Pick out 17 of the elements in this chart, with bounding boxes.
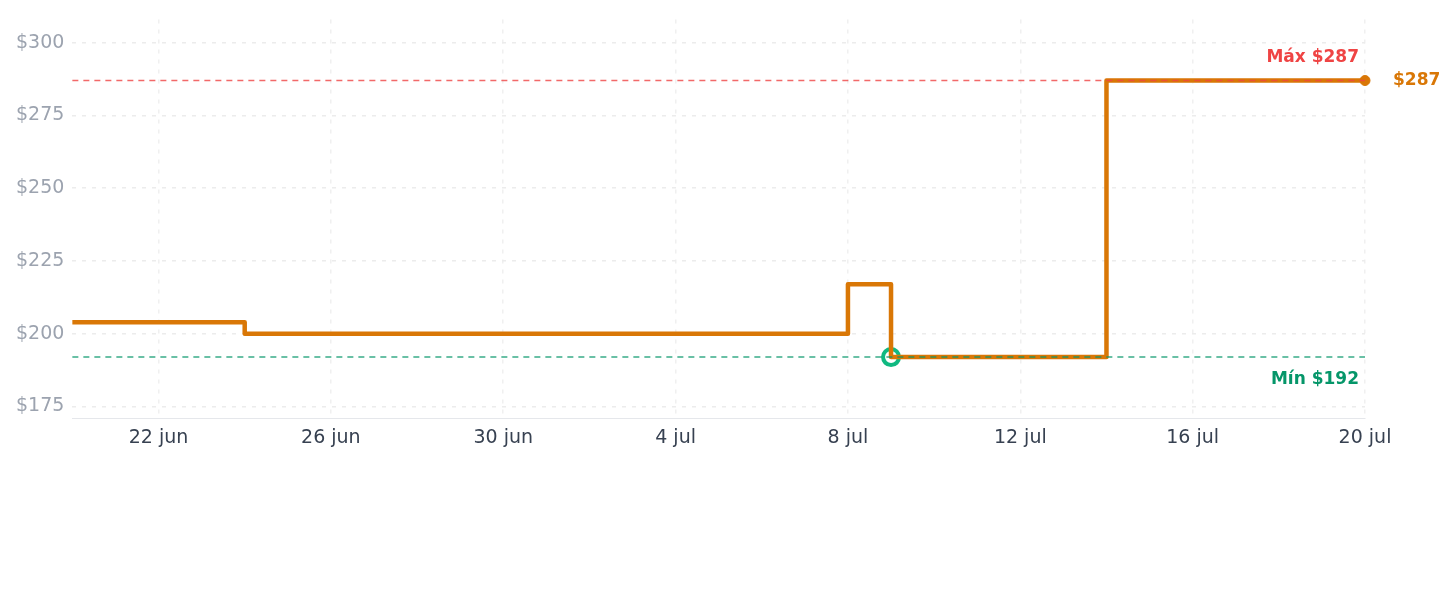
annotation: $287 [1393,68,1441,89]
x-tick-label: 30 jun [473,424,534,447]
ref-line-label: Mín $192 [1270,368,1359,389]
x-tick-label: 26 jun [301,424,361,447]
x-tick-label: 16 jul [1166,424,1220,447]
y-tick-label: $250 [15,175,65,198]
x-tick-label: 4 jul [655,424,696,447]
ref-line-label: Máx $287 [1266,45,1359,66]
x-tick-label: 12 jul [993,424,1047,447]
x-tick-label: 20 jul [1338,424,1392,447]
y-tick-label: $300 [15,29,65,52]
y-tick-label: $225 [15,247,65,270]
x-tick-label: 8 jul [827,424,869,447]
y-tick-label: $200 [15,320,65,343]
y-tick-label: $175 [15,393,65,416]
x-tick-label: 22 jun [128,424,189,447]
y-tick-label: $275 [15,102,65,125]
